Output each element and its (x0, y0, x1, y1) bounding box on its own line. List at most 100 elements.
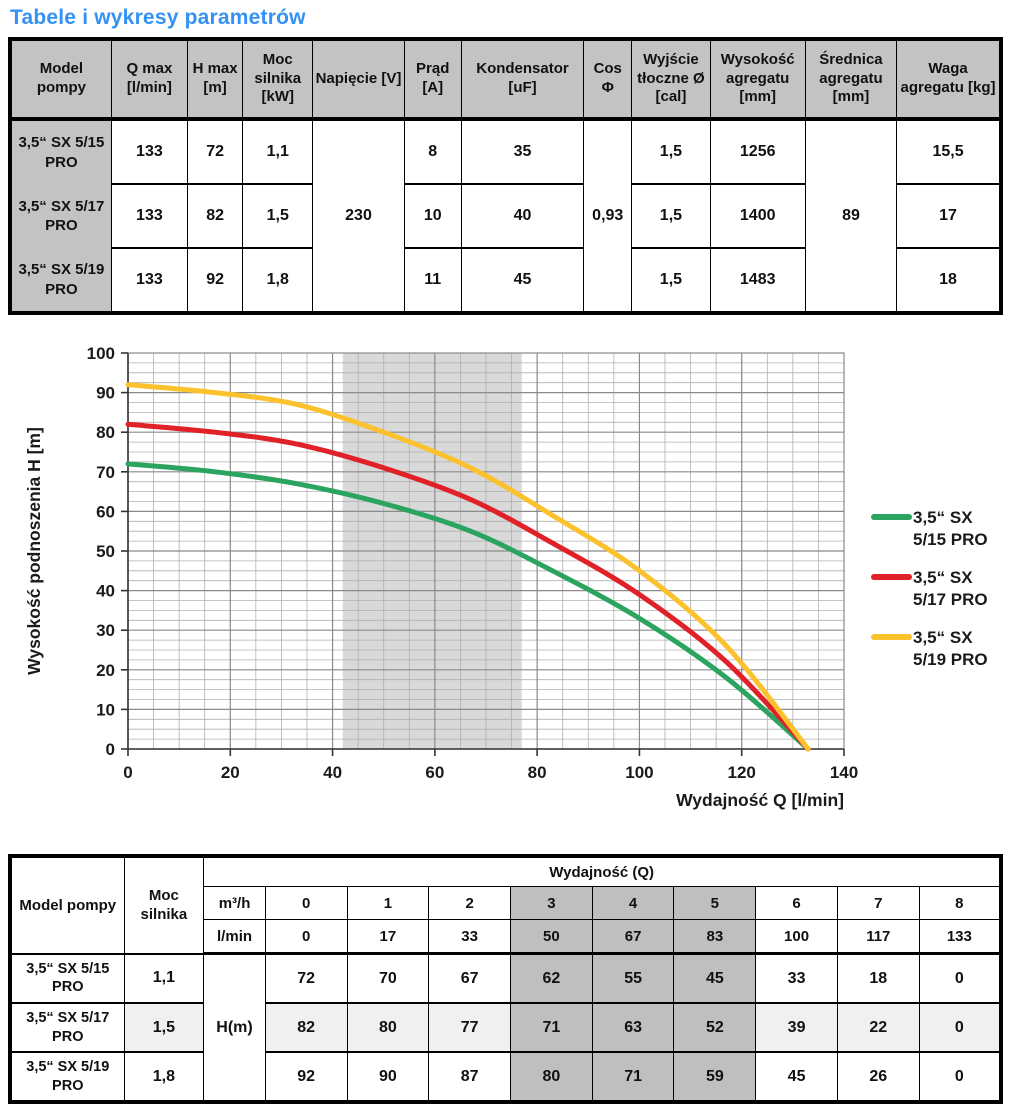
col-header-qmax: Q max [l/min] (110, 38, 189, 121)
cell-power: 1,5 (123, 1002, 205, 1053)
cell-current: 8 (403, 118, 462, 185)
q-lmin: 83 (673, 919, 757, 955)
col-header-voltage: Napięcie [V] (312, 38, 405, 121)
q-m3h: 5 (673, 886, 757, 920)
h-value: 22 (836, 1002, 920, 1053)
q-m3h: 2 (428, 886, 511, 920)
h-value: 70 (346, 952, 430, 1004)
cell-hmax: 82 (187, 183, 244, 249)
h-value: 63 (591, 1002, 675, 1053)
legend-label: 3,5“ SX 5/17 PRO (913, 568, 988, 609)
cell-power: 1,5 (242, 183, 314, 249)
h-value: 87 (428, 1051, 511, 1103)
h-value: 92 (264, 1051, 348, 1103)
curve-series-0 (125, 461, 811, 752)
x-tick-label: 120 (728, 763, 756, 782)
cell-power: 1,8 (242, 247, 314, 314)
model-cell: 3,5“ SX 5/17 PRO (9, 184, 112, 248)
cell-capacitor: 45 (460, 247, 585, 314)
h-value: 0 (918, 1051, 1002, 1103)
pump-curves-chart-wrap: 0 20 40 60 80 100 120 140 0 10 20 30 40 50 60 70 80 90 100… (8, 341, 1003, 824)
col-header-diameter: Średnica agregatu [mm] (804, 38, 898, 121)
table-row: 3,5“ SX 5/19 PRO 133 92 1,8 11 45 1,5 14… (9, 247, 1002, 314)
h-value: 72 (264, 952, 348, 1004)
y-tick-label: 70 (96, 463, 115, 482)
table-row: 3,5“ SX 5/17 PRO 1,5 82 80 77 71 63 52 3… (9, 1002, 1002, 1053)
y-axis-title: Wysokość podnoszenia H [m] (24, 427, 44, 675)
h-label-cell: H(m) (203, 952, 266, 1103)
curve-series-1 (125, 421, 811, 752)
cell-weight: 18 (896, 247, 1002, 314)
col-header-capacitor: Kondensator [uF] (460, 38, 585, 121)
q-m3h: 8 (918, 886, 1002, 920)
col-header-height: Wysokość agregatu [mm] (709, 38, 806, 121)
model-cell: 3,5“ SX 5/19 PRO (9, 1051, 125, 1103)
cell-hmax: 92 (187, 247, 244, 314)
col-header-weight: Waga agregatu [kg] (896, 38, 1002, 121)
capacity-header-row: Model pompy Moc silnika Wydajność (Q) (9, 855, 1002, 954)
x-axis-title: Wydajność Q [l/min] (676, 790, 844, 810)
h-value: 90 (346, 1051, 430, 1103)
cell-qmax: 133 (110, 183, 189, 249)
y-tick-label: 30 (96, 621, 115, 640)
q-lmin: 33 (428, 919, 511, 955)
y-tick-label: 40 (96, 582, 115, 601)
q-lmin: 133 (918, 919, 1002, 955)
cell-outlet: 1,5 (631, 183, 711, 249)
y-tick-label: 90 (96, 384, 115, 403)
cell-height: 1483 (709, 247, 806, 314)
cell-capacitor: 40 (460, 183, 585, 249)
col-header-model: Model pompy (9, 855, 125, 954)
model-cell: 3,5“ SX 5/19 PRO (9, 248, 112, 313)
y-tick-label: 0 (106, 740, 115, 759)
cell-outlet: 1,5 (631, 247, 711, 314)
col-header-power: Moc silnika (123, 855, 205, 954)
cell-capacitor: 35 (460, 118, 585, 185)
y-tick-label: 100 (87, 344, 115, 363)
h-value: 67 (428, 952, 511, 1004)
col-header-power: Moc silnika [kW] (242, 38, 314, 121)
cell-height: 1400 (709, 183, 806, 249)
q-m3h: 4 (591, 886, 675, 920)
model-cell: 3,5“ SX 5/15 PRO (9, 119, 112, 184)
x-tick-label: 40 (323, 763, 342, 782)
h-value: 59 (673, 1051, 757, 1103)
y-tick-label: 80 (96, 423, 115, 442)
x-tick-label: 60 (425, 763, 444, 782)
pump-curves-chart: 0 20 40 60 80 100 120 140 0 10 20 30 40 50 60 70 80 90 100… (24, 344, 988, 810)
unit-label-m3h: m³/h (203, 886, 266, 920)
h-value: 33 (755, 952, 838, 1004)
h-value: 80 (346, 1002, 430, 1053)
cell-qmax: 133 (110, 247, 189, 314)
cell-outlet: 1,5 (631, 118, 711, 185)
x-tick-label: 140 (830, 763, 858, 782)
q-m3h: 7 (836, 886, 920, 920)
h-value: 77 (428, 1002, 511, 1053)
col-header-outlet: Wyjście tłoczne Ø [cal] (631, 38, 711, 121)
q-lmin: 100 (755, 919, 838, 955)
cell-weight: 15,5 (896, 118, 1002, 185)
cell-current: 10 (403, 183, 462, 249)
col-header-hmax: H max [m] (187, 38, 244, 121)
page-title: Tabele i wykresy parametrów (10, 6, 306, 29)
h-value: 71 (510, 1002, 593, 1053)
cell-qmax: 133 (110, 118, 189, 185)
cell-current: 11 (403, 247, 462, 314)
parameters-header-row: Model pompy Q max [l/min] H max [m] Moc … (9, 38, 1002, 121)
q-m3h: 3 (510, 886, 593, 920)
cell-power: 1,8 (123, 1051, 205, 1103)
legend-label: 3,5“ SX 5/15 PRO (913, 508, 988, 549)
cell-hmax: 72 (187, 118, 244, 185)
q-lmin: 117 (836, 919, 920, 955)
y-tick-label: 50 (96, 542, 115, 561)
model-cell: 3,5“ SX 5/15 PRO (9, 952, 125, 1004)
h-value: 82 (264, 1002, 348, 1053)
cell-power: 1,1 (242, 118, 314, 185)
cell-diameter-merged: 89 (804, 118, 898, 314)
q-m3h: 6 (755, 886, 838, 920)
col-header-current: Prąd [A] (403, 38, 462, 121)
x-tick-label: 80 (528, 763, 547, 782)
table-row: 3,5“ SX 5/17 PRO 133 82 1,5 10 40 1,5 14… (9, 183, 1002, 249)
model-cell: 3,5“ SX 5/17 PRO (9, 1002, 125, 1053)
